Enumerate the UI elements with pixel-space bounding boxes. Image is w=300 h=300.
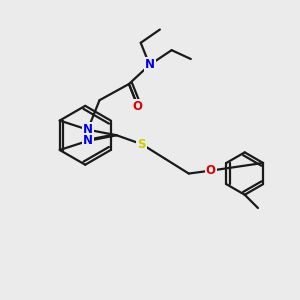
Text: O: O <box>206 164 216 177</box>
Text: O: O <box>133 100 143 112</box>
Text: N: N <box>83 134 93 147</box>
Text: N: N <box>83 123 93 136</box>
Text: S: S <box>137 138 146 151</box>
Text: N: N <box>145 58 154 71</box>
